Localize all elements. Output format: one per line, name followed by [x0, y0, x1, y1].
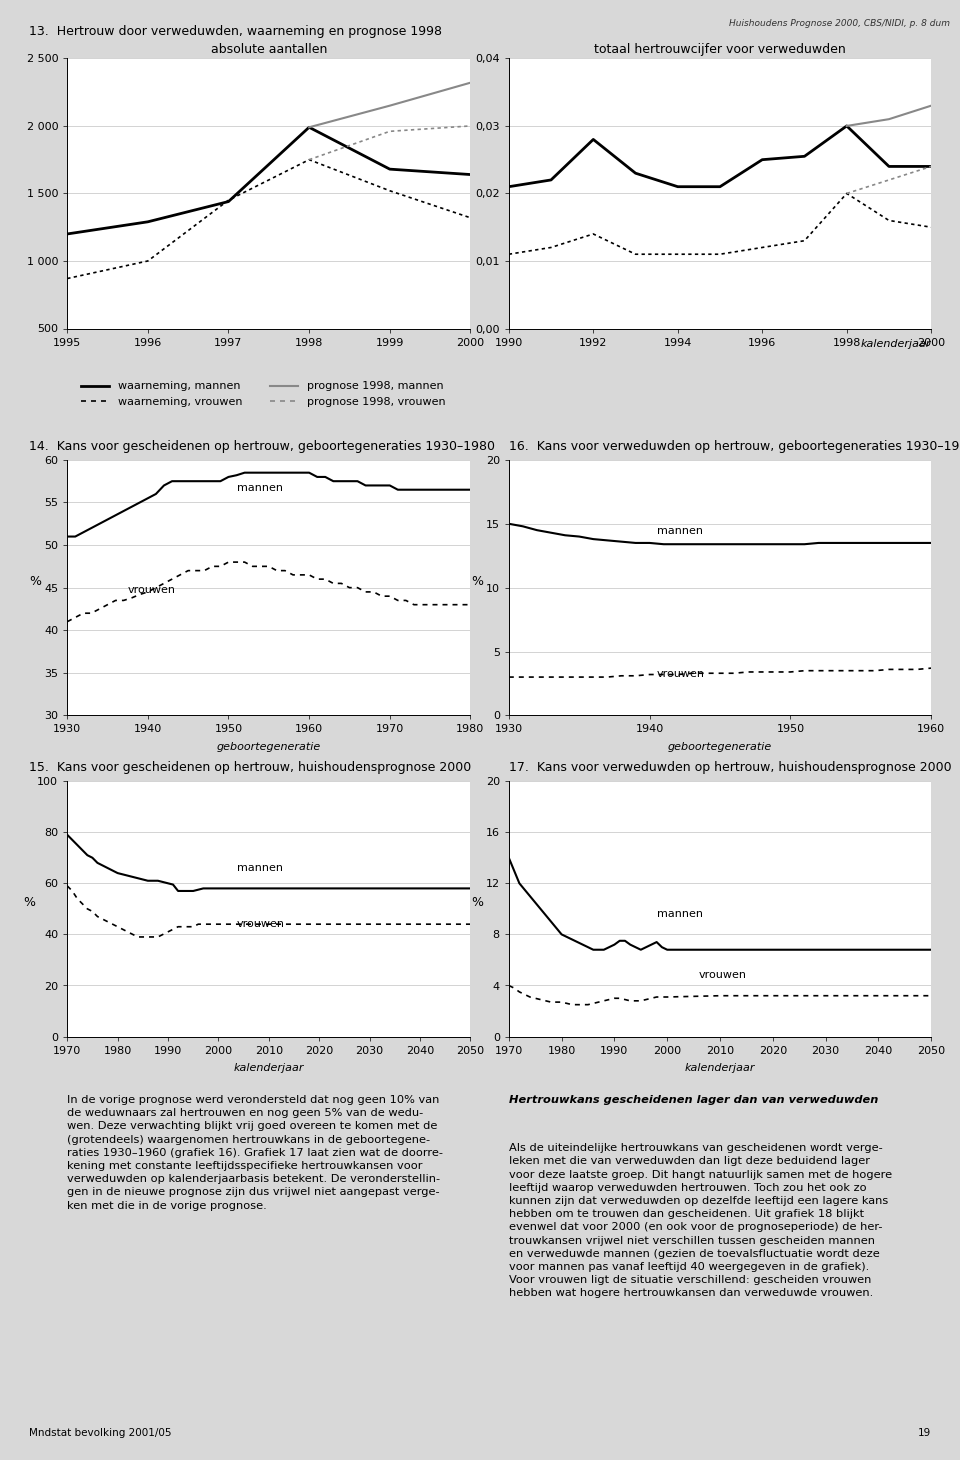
Text: 17.  Kans voor verweduwden op hertrouw, huishoudensprognose 2000: 17. Kans voor verweduwden op hertrouw, h… [509, 761, 951, 774]
Text: mannen: mannen [236, 863, 282, 873]
Text: vrouwen: vrouwen [699, 969, 747, 980]
Text: vrouwen: vrouwen [236, 918, 284, 929]
Text: kalenderjaar: kalenderjaar [861, 339, 931, 349]
Text: Als de uiteindelijke hertrouwkans van gescheidenen wordt verge-
leken met die va: Als de uiteindelijke hertrouwkans van ge… [509, 1143, 892, 1298]
Text: geboortegeneratie: geboortegeneratie [668, 742, 772, 752]
Title: totaal hertrouwcijfer voor verweduwden: totaal hertrouwcijfer voor verweduwden [594, 42, 846, 55]
Text: Hertrouwkans gescheidenen lager dan van verweduwden: Hertrouwkans gescheidenen lager dan van … [509, 1095, 878, 1105]
Text: kalenderjaar: kalenderjaar [684, 1063, 756, 1073]
Text: 13.  Hertrouw door verweduwden, waarneming en prognose 1998: 13. Hertrouw door verweduwden, waarnemin… [29, 25, 442, 38]
Text: vrouwen: vrouwen [128, 585, 176, 594]
Y-axis label: %: % [471, 575, 483, 587]
Y-axis label: %: % [471, 896, 483, 908]
Legend: waarneming, mannen, waarneming, vrouwen, prognose 1998, mannen, prognose 1998, v: waarneming, mannen, waarneming, vrouwen,… [82, 381, 445, 407]
Text: 16.  Kans voor verweduwden op hertrouw, geboortegeneraties 1930–1960: 16. Kans voor verweduwden op hertrouw, g… [509, 439, 960, 453]
Text: mannen: mannen [236, 483, 282, 492]
Title: absolute aantallen: absolute aantallen [210, 42, 327, 55]
Y-axis label: %: % [23, 896, 35, 908]
Text: vrouwen: vrouwen [657, 669, 705, 679]
Text: 15.  Kans voor gescheidenen op hertrouw, huishoudensprognose 2000: 15. Kans voor gescheidenen op hertrouw, … [29, 761, 471, 774]
Text: 14.  Kans voor gescheidenen op hertrouw, geboortegeneraties 1930–1980: 14. Kans voor gescheidenen op hertrouw, … [29, 439, 494, 453]
Text: 19: 19 [918, 1428, 931, 1438]
Text: Mndstat bevolking 2001/05: Mndstat bevolking 2001/05 [29, 1428, 171, 1438]
Text: In de vorige prognose werd verondersteld dat nog geen 10% van
de weduwnaars zal : In de vorige prognose werd verondersteld… [67, 1095, 444, 1210]
Text: mannen: mannen [657, 908, 703, 918]
Text: kalenderjaar: kalenderjaar [233, 1063, 304, 1073]
Text: geboortegeneratie: geboortegeneratie [217, 742, 321, 752]
Text: mannen: mannen [657, 526, 703, 536]
Y-axis label: %: % [30, 575, 41, 587]
Text: Huishoudens Prognose 2000, CBS/NIDI, p. 8 dum: Huishoudens Prognose 2000, CBS/NIDI, p. … [730, 19, 950, 28]
